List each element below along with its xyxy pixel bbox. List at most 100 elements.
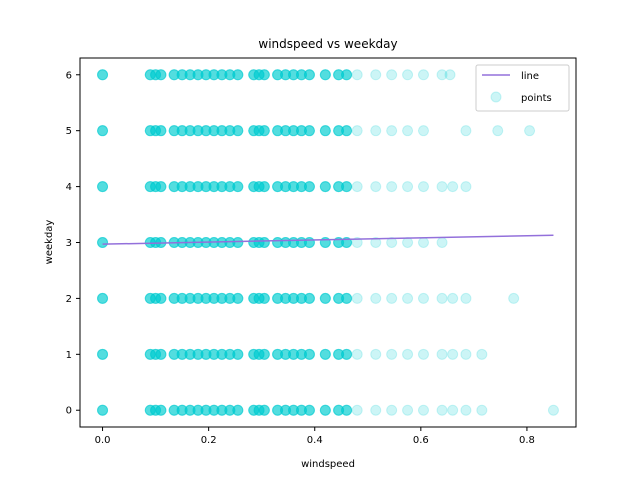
scatter-point <box>176 181 188 193</box>
scatter-point <box>303 404 315 416</box>
scatter-point <box>144 404 156 416</box>
scatter-point <box>155 404 167 416</box>
scatter-point <box>200 125 212 137</box>
scatter-point <box>319 404 331 416</box>
scatter-point <box>436 292 448 304</box>
scatter-point <box>97 404 109 416</box>
scatter-point <box>216 404 228 416</box>
scatter-point <box>232 69 244 81</box>
scatter-point <box>216 292 228 304</box>
scatter-point <box>224 404 236 416</box>
scatter-point <box>351 237 363 248</box>
scatter-point <box>288 292 300 304</box>
scatter-point <box>224 348 236 360</box>
y-tick-label: 5 <box>66 126 72 137</box>
scatter-point <box>248 348 260 360</box>
scatter-point <box>258 125 270 137</box>
scatter-point <box>295 348 307 360</box>
scatter-point <box>168 292 180 304</box>
scatter-point <box>253 404 265 416</box>
scatter-point <box>200 404 212 416</box>
scatter-point <box>192 125 204 137</box>
scatter-point <box>97 292 109 304</box>
scatter-point <box>272 125 284 137</box>
scatter-point <box>253 292 265 304</box>
scatter-point <box>295 181 307 193</box>
scatter-point <box>288 181 300 193</box>
scatter-point <box>341 348 353 360</box>
scatter-point <box>144 348 156 360</box>
scatter-point <box>224 292 236 304</box>
scatter-point <box>258 69 270 81</box>
scatter-point <box>319 125 331 137</box>
scatter-point <box>295 69 307 81</box>
scatter-point <box>447 404 459 416</box>
scatter-point <box>319 348 331 360</box>
scatter-point <box>232 404 244 416</box>
scatter-point <box>200 404 212 416</box>
scatter-point <box>248 181 260 193</box>
scatter-point <box>303 69 315 81</box>
scatter-point <box>295 404 307 416</box>
scatter-point <box>155 404 167 416</box>
scatter-point <box>333 181 345 193</box>
scatter-point <box>155 181 167 193</box>
scatter-point <box>192 69 204 81</box>
scatter-point <box>184 404 196 416</box>
scatter-point <box>150 404 162 416</box>
scatter-point <box>144 69 156 81</box>
scatter-point <box>253 69 265 81</box>
scatter-point <box>232 181 244 193</box>
scatter-point <box>253 237 265 248</box>
scatter-point <box>176 348 188 360</box>
scatter-point <box>370 181 382 193</box>
scatter-point <box>288 69 300 81</box>
scatter-point <box>232 237 244 248</box>
scatter-point <box>168 125 180 137</box>
scatter-point <box>150 292 162 304</box>
scatter-point <box>208 348 220 360</box>
scatter-point <box>258 69 270 81</box>
scatter-point <box>97 69 109 81</box>
scatter-point <box>224 181 236 193</box>
scatter-point <box>333 181 345 193</box>
scatter-point <box>184 404 196 416</box>
scatter-point <box>208 181 220 193</box>
scatter-point <box>280 181 292 193</box>
scatter-point <box>280 292 292 304</box>
scatter-point <box>144 181 156 193</box>
scatter-point <box>224 181 236 193</box>
scatter-point <box>280 181 292 193</box>
scatter-point <box>192 292 204 304</box>
scatter-point <box>192 181 204 193</box>
scatter-point <box>280 348 292 360</box>
scatter-point <box>150 348 162 360</box>
scatter-point <box>224 125 236 137</box>
scatter-point <box>272 404 284 416</box>
scatter-point <box>295 181 307 193</box>
scatter-point <box>200 292 212 304</box>
scatter-point <box>97 237 109 248</box>
scatter-point <box>232 404 244 416</box>
scatter-point <box>333 181 345 193</box>
scatter-point <box>224 69 236 81</box>
scatter-point <box>288 348 300 360</box>
scatter-point <box>319 292 331 304</box>
scatter-point <box>168 69 180 81</box>
scatter-point <box>248 237 260 248</box>
scatter-point <box>216 404 228 416</box>
scatter-point <box>184 125 196 137</box>
scatter-point <box>155 69 167 81</box>
scatter-point <box>303 404 315 416</box>
scatter-point <box>280 404 292 416</box>
scatter-point <box>341 404 353 416</box>
scatter-point <box>288 292 300 304</box>
scatter-point <box>248 125 260 137</box>
scatter-point <box>288 181 300 193</box>
scatter-point <box>184 348 196 360</box>
scatter-point <box>341 292 353 304</box>
scatter-point <box>200 69 212 81</box>
scatter-point <box>341 69 353 81</box>
scatter-point <box>97 125 109 137</box>
scatter-point <box>150 404 162 416</box>
